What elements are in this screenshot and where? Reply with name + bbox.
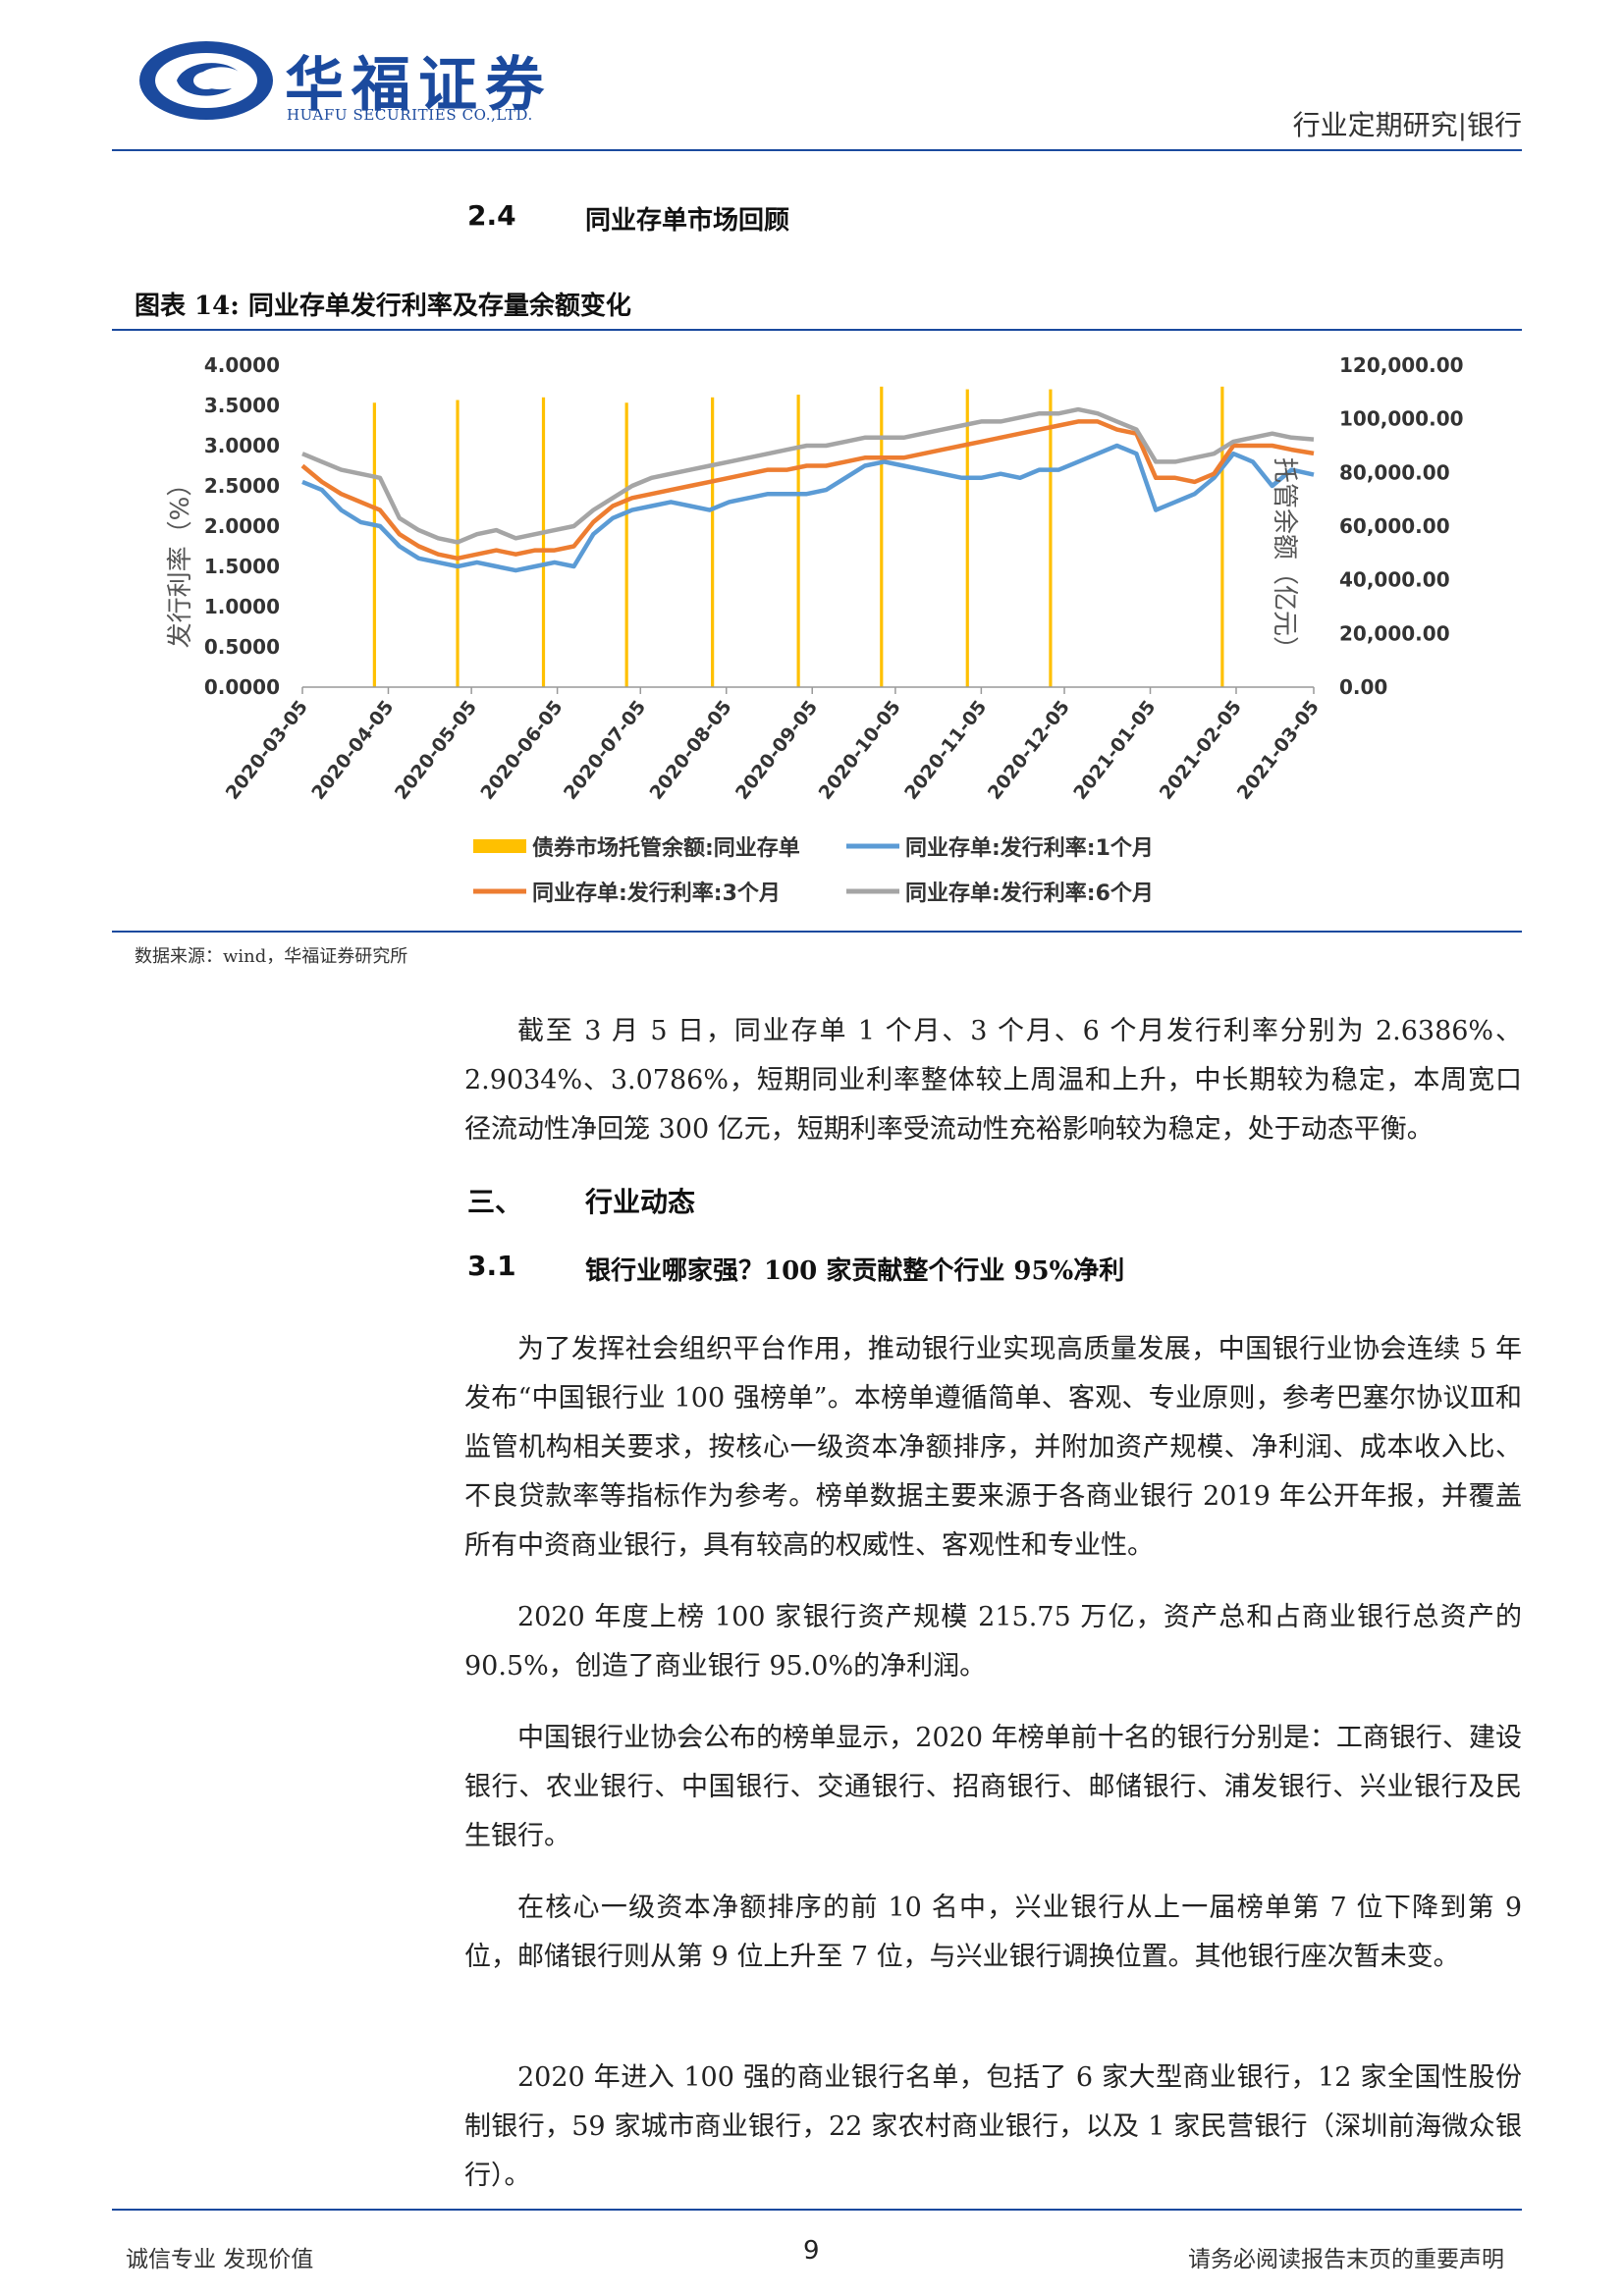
rate-line <box>301 443 1315 573</box>
paragraph-rank-change: 在核心一级资本净额排序的前 10 名中，兴业银行从上一届榜单第 7 位下降到第 … <box>464 1893 1522 1972</box>
balance-bar <box>1220 386 1224 687</box>
y-right-tick-label: 120,000.00 <box>1339 353 1464 377</box>
y-axis-right-title: 托管余额（亿元） <box>1270 457 1299 662</box>
legend-label: 同业存单:发行利率:6个月 <box>905 881 1154 906</box>
x-tick-label: 2020-04-05 <box>307 697 398 804</box>
balance-bar <box>541 397 546 687</box>
legend-label: 同业存单:发行利率:1个月 <box>905 835 1154 861</box>
balance-bar <box>711 397 715 687</box>
paragraph-ncd-summary: 截至 3 月 5 日，同业存单 1 个月、3 个月、6 个月发行利率分别为 2.… <box>464 1016 1522 1145</box>
y-left-tick-label: 2.5000 <box>204 474 280 498</box>
x-tick-label: 2020-05-05 <box>391 697 481 804</box>
y-left-tick-label: 1.5000 <box>204 555 280 578</box>
legend-label: 同业存单:发行利率:3个月 <box>532 881 781 906</box>
y-left-tick-label: 3.5000 <box>204 394 280 417</box>
y-right-tick-label: 0.00 <box>1339 675 1387 699</box>
x-tick-label: 2021-03-05 <box>1233 697 1324 804</box>
y-left-tick-label: 1.0000 <box>204 595 280 618</box>
y-right-tick-label: 40,000.00 <box>1339 568 1450 592</box>
huafu-logo-icon <box>139 41 273 120</box>
rate-balance-chart: 4.0000 3.5000 3.0000 2.5000 2.0000 1.5000 1.00… <box>166 353 1464 906</box>
brand-name-en: HUAFU SECURITIES CO.,LTD. <box>287 106 533 124</box>
footer-disclaimer: 请务必阅读报告末页的重要声明 <box>1188 2247 1504 2272</box>
report-type: 行业定期研究|银行 <box>1292 109 1522 141</box>
legend-swatch <box>473 839 526 853</box>
balance-bar <box>372 402 376 687</box>
y-right-tick-label: 20,000.00 <box>1339 621 1450 645</box>
x-tick-label: 2020-11-05 <box>900 697 991 804</box>
balance-bar <box>624 402 628 687</box>
y-left-tick-label: 0.5000 <box>204 635 280 659</box>
figure-bottom-divider <box>112 931 1522 933</box>
rate-line <box>300 419 1315 561</box>
x-tick-label: 2020-12-05 <box>984 697 1074 804</box>
page-number: 9 <box>803 2236 820 2266</box>
x-tick-label: 2021-01-05 <box>1069 697 1160 804</box>
paragraph-asset-scale: 2020 年度上榜 100 家银行资产规模 215.75 万亿，资产总和占商业银… <box>464 1602 1522 1682</box>
balance-bar <box>796 395 800 687</box>
x-tick-label: 2020-09-05 <box>731 697 822 804</box>
x-tick-label: 2020-08-05 <box>646 697 736 804</box>
y-left-tick-label: 0.0000 <box>204 675 280 699</box>
x-tick-label: 2021-02-05 <box>1156 697 1246 804</box>
section-title: 同业存单市场回顾 <box>585 206 790 236</box>
figure-caption: 图表 14: 同业存单发行利率及存量余额变化 <box>135 292 631 321</box>
rate-line <box>301 406 1315 545</box>
y-axis-left-title: 发行利率（%） <box>166 471 195 649</box>
figure-source: 数据来源：wind，华福证券研究所 <box>135 946 408 967</box>
balance-bar <box>965 389 969 687</box>
subsection-title: 银行业哪家强？100 家贡献整个行业 95%净利 <box>585 1256 1125 1286</box>
balance-bar <box>880 386 884 687</box>
section-number: 三、 <box>467 1186 523 1218</box>
y-left-tick-label: 2.0000 <box>204 514 280 538</box>
figure-top-divider <box>112 329 1522 331</box>
paragraph-top-ten: 中国银行业协会公布的榜单显示，2020 年榜单前十名的银行分别是：工商银行、建设… <box>464 1723 1522 1851</box>
subsection-number: 3.1 <box>467 1250 516 1282</box>
y-right-tick-label: 80,000.00 <box>1339 460 1450 484</box>
x-tick-label: 2020-03-05 <box>222 697 312 804</box>
footer-divider <box>112 2209 1522 2211</box>
footer-slogan: 诚信专业 发现价值 <box>126 2247 314 2272</box>
section-number: 2.4 <box>467 199 516 232</box>
x-tick-label: 2020-06-05 <box>476 697 567 804</box>
y-right-tick-label: 100,000.00 <box>1339 407 1464 431</box>
header-divider <box>112 149 1522 151</box>
paragraph-ranking-intro: 为了发挥社会组织平台作用，推动银行业实现高质量发展，中国银行业协会连续 5 年发… <box>464 1334 1522 1561</box>
section-title: 行业动态 <box>585 1186 696 1218</box>
paragraph-bank-composition: 2020 年进入 100 强的商业银行名单，包括了 6 家大型商业银行，12 家… <box>464 2062 1522 2191</box>
legend-label: 债券市场托管余额:同业存单 <box>532 835 800 861</box>
brand-name-cn: 华福证券 <box>285 51 552 120</box>
y-left-tick-label: 4.0000 <box>204 353 280 377</box>
balance-bar <box>1049 389 1053 687</box>
x-tick-label: 2020-07-05 <box>560 697 650 804</box>
y-right-tick-label: 60,000.00 <box>1339 514 1450 538</box>
y-left-tick-label: 3.0000 <box>204 434 280 457</box>
x-tick-label: 2020-10-05 <box>815 697 905 804</box>
